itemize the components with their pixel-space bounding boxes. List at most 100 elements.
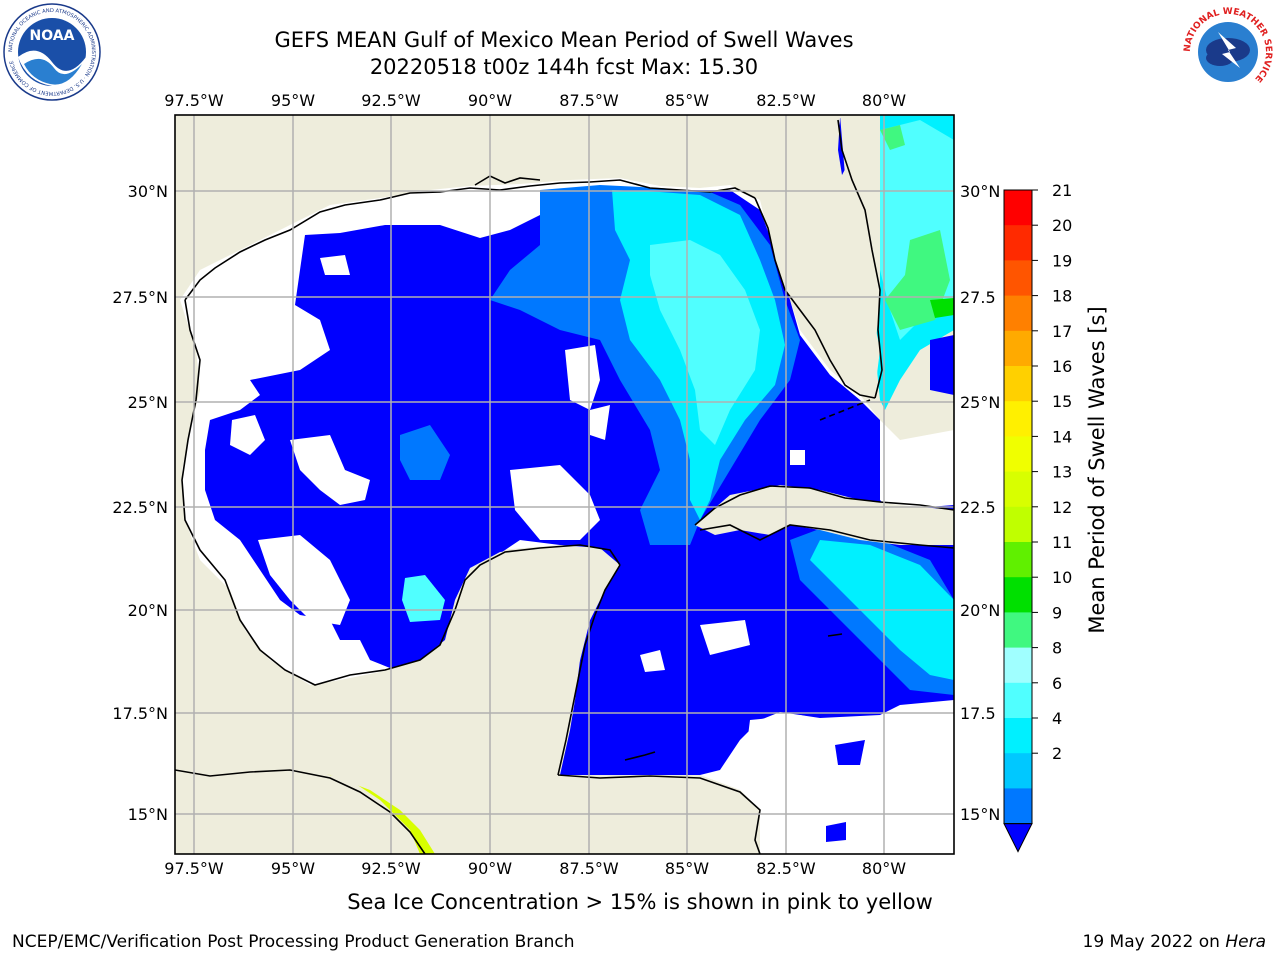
lat-labels-left: 30°N 27.5°N 25°N 22.5°N 20°N 17.5°N 15°N bbox=[112, 182, 168, 824]
colorbar-label: 16 bbox=[1052, 357, 1072, 376]
lat-label: 20°N bbox=[960, 601, 1000, 620]
colorbar-label: 8 bbox=[1052, 639, 1062, 658]
swell-gap-8 bbox=[320, 255, 350, 275]
colorbar-segment bbox=[1004, 471, 1032, 508]
coastlines bbox=[175, 119, 954, 854]
noaa-logo-text: NOAA bbox=[30, 28, 75, 44]
lon-label: 95°W bbox=[271, 91, 315, 110]
colorbar-segment bbox=[1004, 542, 1032, 578]
colorbar-segment bbox=[1004, 577, 1032, 613]
lon-label: 80°W bbox=[862, 859, 906, 878]
caribbean-blue-spot-2 bbox=[826, 822, 846, 842]
coast-central-america bbox=[557, 774, 761, 854]
swell-gap-1 bbox=[230, 415, 265, 455]
land-central-america bbox=[175, 768, 760, 854]
lat-label: 25°N bbox=[128, 393, 168, 412]
colorbar-segment bbox=[1004, 225, 1032, 261]
lat-label: 25°N bbox=[960, 393, 1000, 412]
colorbar-label: 2 bbox=[1052, 744, 1062, 763]
caribbean-blue-spot-1 bbox=[835, 740, 865, 765]
swell-gap-6 bbox=[640, 650, 665, 672]
lat-label: 30°N bbox=[128, 182, 168, 201]
footer-date: 19 May 2022 on Hera bbox=[1082, 932, 1267, 952]
colorbar-segment bbox=[1004, 401, 1032, 437]
lon-label: 85°W bbox=[665, 859, 709, 878]
colorbar-label: 21 bbox=[1052, 181, 1072, 200]
lon-label: 97.5°W bbox=[164, 859, 224, 878]
swell-gap-7 bbox=[700, 620, 750, 655]
coast-mexico-west bbox=[181, 299, 621, 686]
swell-region-blue-small bbox=[400, 425, 450, 480]
colorbar-segment bbox=[1004, 647, 1032, 684]
map-frame bbox=[174, 114, 955, 855]
colorbar-segment bbox=[1004, 436, 1032, 473]
coast-cuba-south bbox=[699, 524, 954, 549]
coast-cuba bbox=[694, 485, 954, 526]
swell-gap-10 bbox=[590, 405, 610, 440]
colorbar-labels: 21 20 19 18 17 16 15 14 13 12 11 10 9 8 6 4 2 bbox=[1032, 181, 1072, 763]
colorbar-label: 17 bbox=[1052, 322, 1072, 341]
footer-host: Hera bbox=[1225, 932, 1266, 952]
lon-label: 82.5°W bbox=[756, 91, 816, 110]
coast-jamaica bbox=[827, 633, 843, 637]
colorbar-segment bbox=[1004, 718, 1032, 754]
lat-label: 30°N bbox=[960, 182, 1000, 201]
lon-label: 90°W bbox=[468, 91, 512, 110]
coast-honduras-islands bbox=[624, 751, 656, 761]
colorbar-segment bbox=[1004, 682, 1032, 719]
chart-title: GEFS MEAN Gulf of Mexico Mean Period of … bbox=[274, 28, 854, 52]
caribbean-no-data bbox=[745, 715, 954, 854]
colorbar-label: 18 bbox=[1052, 287, 1072, 306]
lat-label: 17.5 bbox=[960, 704, 996, 723]
lat-label: 27.5 bbox=[960, 288, 996, 307]
lon-label: 87.5°W bbox=[559, 859, 619, 878]
lon-label: 82.5°W bbox=[756, 859, 816, 878]
land-florida bbox=[770, 115, 880, 400]
colorbar-label: 12 bbox=[1052, 498, 1072, 517]
swell-gap-4 bbox=[510, 465, 600, 540]
lon-label: 87.5°W bbox=[559, 91, 619, 110]
lon-label: 90°W bbox=[468, 859, 512, 878]
colorbar-segment bbox=[1004, 506, 1032, 543]
lat-label: 27.5°N bbox=[112, 288, 168, 307]
footer-credit: NCEP/EMC/Verification Post Processing Pr… bbox=[12, 932, 575, 952]
colorbar-label: 14 bbox=[1052, 427, 1072, 446]
lon-label: 85°W bbox=[665, 91, 709, 110]
lat-label: 20°N bbox=[128, 601, 168, 620]
colorbar bbox=[1003, 189, 1033, 853]
swell-region-atlantic-blue bbox=[930, 335, 954, 395]
chart-subtitle: 20220518 t00z 144h fcst Max: 15.30 bbox=[369, 55, 759, 79]
coast-florida-west bbox=[754, 197, 876, 399]
colorbar-label: 6 bbox=[1052, 674, 1062, 693]
graticule bbox=[175, 115, 954, 854]
colorbar-segment bbox=[1004, 753, 1032, 789]
swell-gap-5 bbox=[565, 345, 600, 410]
lon-label: 95°W bbox=[271, 859, 315, 878]
lat-label: 15°N bbox=[128, 805, 168, 824]
lon-labels-top: 97.5°W 95°W 92.5°W 90°W 87.5°W 85°W 82.5… bbox=[164, 91, 906, 110]
swell-gap-9 bbox=[245, 305, 262, 320]
swell-gap-3 bbox=[258, 535, 350, 625]
lon-label: 92.5°W bbox=[361, 859, 421, 878]
colorbar-segment bbox=[1004, 788, 1032, 825]
colorbar-label: 20 bbox=[1052, 216, 1072, 235]
colorbar-label: 15 bbox=[1052, 392, 1072, 411]
lat-label: 22.5 bbox=[960, 498, 996, 517]
lon-labels-bottom: 97.5°W 95°W 92.5°W 90°W 87.5°W 85°W 82.5… bbox=[164, 859, 906, 878]
colorbar-segment bbox=[1004, 330, 1032, 367]
colorbar-segment bbox=[1004, 260, 1032, 297]
colorbar-segment bbox=[1004, 612, 1032, 649]
land-cuba bbox=[695, 485, 954, 545]
lat-label: 15°N bbox=[960, 805, 1000, 824]
sea-ice-caption: Sea Ice Concentration > 15% is shown in … bbox=[347, 890, 933, 914]
lon-label: 80°W bbox=[862, 91, 906, 110]
colorbar-label: 10 bbox=[1052, 568, 1072, 587]
swell-region-light-cyan bbox=[650, 240, 760, 445]
coast-florida-east bbox=[837, 119, 883, 399]
colorbar-label: 4 bbox=[1052, 709, 1062, 728]
coast-keys bbox=[819, 399, 871, 421]
colorbar-segment bbox=[1004, 190, 1032, 226]
swell-region-atlantic-green bbox=[880, 125, 905, 150]
lat-label: 22.5°N bbox=[112, 498, 168, 517]
coast-yucatan-east bbox=[557, 564, 621, 776]
